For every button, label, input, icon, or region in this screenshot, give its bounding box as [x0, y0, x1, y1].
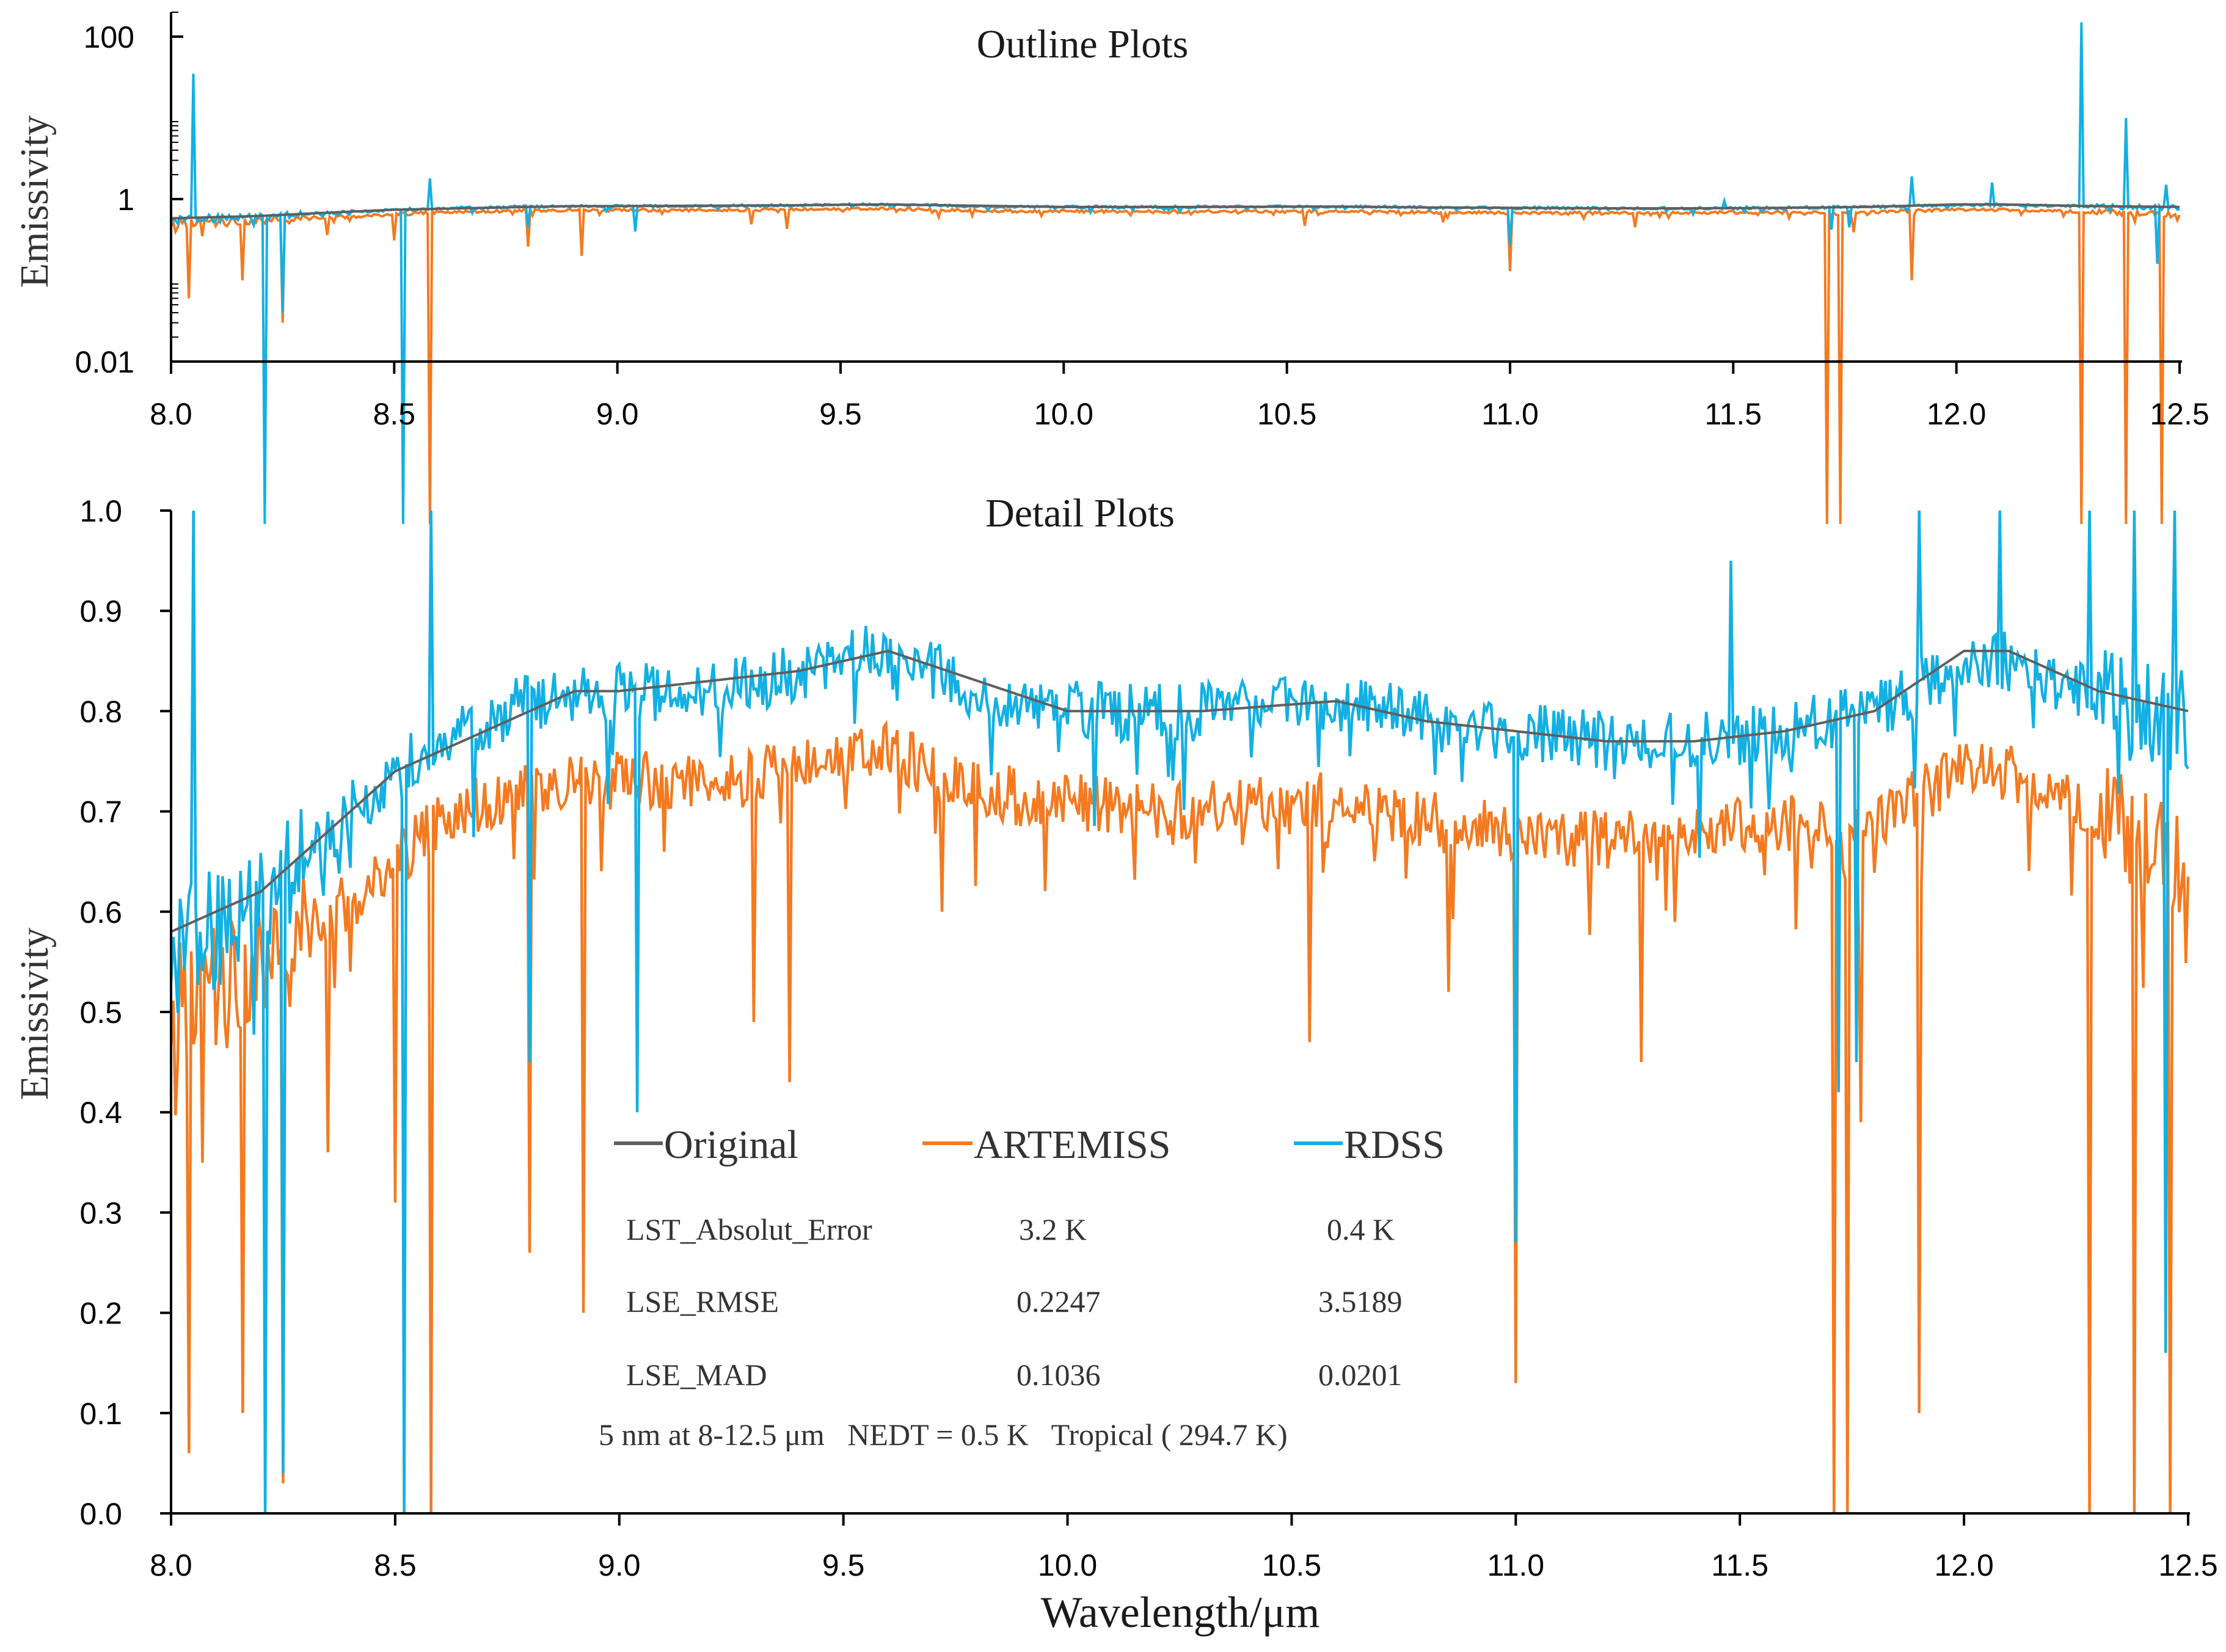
outline-x-tick-label: 9.5: [819, 397, 862, 431]
detail-x-tick-label: 9.5: [822, 1548, 865, 1582]
detail-y-ticks: 1.0 0.9 0.8 0.7 0.6 0.5 0.4 0.3 0.2 0.1 0.0: [79, 494, 171, 1531]
legend-label-rdss: RDSS: [1344, 1123, 1445, 1167]
detail-y-tick-label: 0.3: [79, 1196, 122, 1230]
detail-x-tick-label: 12.5: [2158, 1548, 2217, 1582]
detail-series-rdss: [169, 510, 2189, 1514]
outline-x-tick-label: 8.0: [150, 397, 192, 431]
detail-y-label: Emissivity: [12, 928, 57, 1100]
outline-title: Outline Plots: [977, 22, 1189, 67]
outline-y-tick-label: 0.01: [75, 345, 134, 379]
detail-x-tick-label: 9.0: [598, 1548, 641, 1582]
detail-y-tick-label: 0.6: [79, 895, 122, 930]
legend-label-original: Original: [664, 1123, 798, 1167]
outline-x-tick-label: 12.0: [1927, 397, 1986, 431]
stat-artemiss-lse-mad: 0.1036: [1016, 1358, 1101, 1392]
detail-plot: 1.0 0.9 0.8 0.7 0.6 0.5 0.4 0.3 0.2 0.1 0.0 8.0 8.5…: [12, 491, 2218, 1637]
outline-x-tick-label: 8.5: [373, 397, 416, 431]
outline-x-tick-label: 10.0: [1034, 397, 1093, 431]
stat-rdss-lse-rmse: 3.5189: [1318, 1284, 1403, 1319]
detail-x-tick-label: 8.5: [374, 1548, 417, 1582]
stat-label-lse-rmse: LSE_RMSE: [626, 1284, 779, 1319]
outline-plot: 100 1 0.01 8.0 8.5 9.0 9.5 10.0 10.5 11.0 11.5 12.…: [12, 12, 2210, 525]
detail-y-tick-label: 1.0: [79, 494, 122, 528]
stats-table: LST_Absolut_Error 3.2 K 0.4 K LSE_RMSE 0…: [599, 1212, 1403, 1452]
outline-x-ticks: 8.0 8.5 9.0 9.5 10.0 10.5 11.0 11.5 12.0 12.5: [150, 362, 2210, 431]
detail-y-tick-label: 0.0: [79, 1497, 122, 1531]
detail-title: Detail Plots: [985, 491, 1175, 536]
outline-series-artemiss: [170, 206, 2181, 525]
detail-x-tick-label: 8.0: [150, 1548, 192, 1582]
detail-series-layer: [169, 510, 2190, 1514]
detail-y-tick-label: 0.1: [79, 1397, 122, 1431]
stat-rdss-lse-mad: 0.0201: [1318, 1358, 1403, 1392]
outline-x-tick-label: 11.0: [1481, 397, 1539, 431]
stat-artemiss-lse-rmse: 0.2247: [1016, 1284, 1101, 1319]
outline-y-tick-label: 100: [84, 20, 134, 54]
detail-y-tick-label: 0.7: [79, 795, 122, 829]
detail-x-tick-label: 12.0: [1934, 1548, 1993, 1582]
outline-x-tick-label: 11.5: [1705, 397, 1762, 431]
detail-x-ticks: 8.0 8.5 9.0 9.5 10.0 10.5 11.0 11.5 12.0 12.5: [150, 1513, 2218, 1582]
stat-label-lst-abs-error: LST_Absolut_Error: [626, 1212, 872, 1246]
outline-x-tick-label: 12.5: [2150, 397, 2209, 431]
detail-series-artemiss: [169, 719, 2190, 1514]
detail-y-tick-label: 0.5: [79, 995, 122, 1030]
outline-series-original: [170, 203, 2180, 220]
outline-x-tick-label: 9.0: [596, 397, 639, 431]
detail-x-tick-label: 10.0: [1038, 1548, 1097, 1582]
detail-x-tick-label: 11.5: [1711, 1548, 1768, 1582]
outline-series-layer: [170, 22, 2181, 525]
detail-x-tick-label: 10.5: [1262, 1548, 1321, 1582]
detail-y-tick-label: 0.4: [79, 1096, 122, 1130]
outline-y-ticks: 100 1 0.01: [75, 12, 183, 379]
stat-footnote: 5 nm at 8-12.5 μm NEDT = 0.5 K Tropical …: [599, 1417, 1288, 1452]
stat-rdss-lst-abs-error: 0.4 K: [1327, 1212, 1395, 1246]
detail-series-original: [170, 649, 2189, 933]
detail-y-tick-label: 0.9: [79, 594, 122, 628]
legend-label-artemiss: ARTEMISS: [974, 1123, 1170, 1167]
legend: Original ARTEMISS RDSS: [614, 1123, 1445, 1167]
outline-y-tick-label: 1: [117, 183, 134, 217]
outline-x-tick-label: 10.5: [1257, 397, 1316, 431]
stat-artemiss-lst-abs-error: 3.2 K: [1019, 1212, 1087, 1246]
detail-y-tick-label: 0.8: [79, 694, 122, 729]
outline-y-label: Emissivity: [12, 115, 57, 288]
detail-y-tick-label: 0.2: [79, 1297, 122, 1331]
stat-label-lse-mad: LSE_MAD: [626, 1358, 767, 1392]
x-axis-label: Wavelength/μm: [1041, 1588, 1320, 1637]
detail-x-tick-label: 11.0: [1487, 1548, 1545, 1582]
